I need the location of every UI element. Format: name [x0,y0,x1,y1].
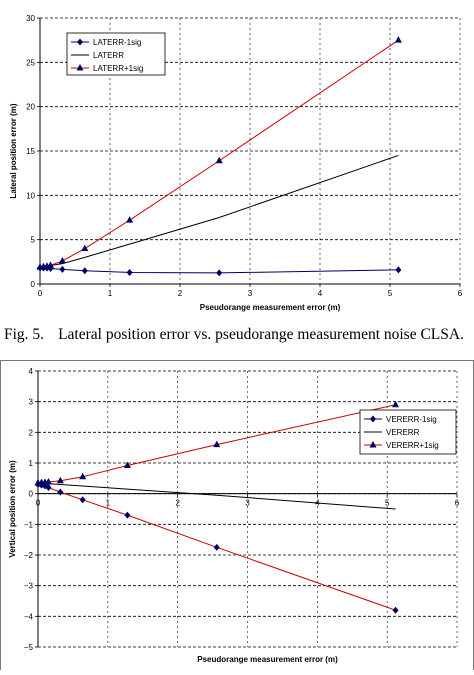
x-tick-label: 3 [245,499,250,508]
y-tick-label: 4 [29,367,34,376]
x-tick-label: 1 [106,499,111,508]
data-point [57,488,64,496]
data-point [213,440,221,448]
y-tick-label: 1 [29,459,34,468]
y-axis-label: Vertical position error (m) [8,460,17,558]
series-line-laterr [39,154,399,268]
y-tick-label: 20 [26,103,35,112]
x-tick-label: 5 [388,289,393,298]
data-point [392,400,400,408]
y-axis-label: Lateral position error (m) [9,103,18,198]
data-point [79,496,86,504]
legend-entry: VERERR+1sig [386,441,439,450]
data-point [44,478,52,485]
y-tick-label: −3 [24,582,34,591]
legend-swatch-marker [370,415,376,423]
x-tick-label: 1 [108,289,113,298]
vertical-error-chart-panel: −5 −4 −3 −2 −1 0 1 2 3 4 0 1 2 3 4 5 6 Pseudorange measur… [0,360,474,670]
y-tick-label: −4 [24,612,34,621]
lateral-error-chart-panel: 0 5 10 15 20 25 30 0 1 2 3 4 5 6 Pseudorange measureme… [0,0,474,322]
legend-entry: VERERR [386,428,420,437]
x-tick-label: 0 [36,499,41,508]
x-tick-label: 6 [455,499,460,508]
y-tick-label: −1 [24,520,34,529]
y-tick-label: 0 [29,490,34,499]
legend-swatch-marker [369,441,377,448]
data-point [47,261,54,268]
y-tick-label: −5 [24,643,34,652]
x-tick-label: 2 [175,499,180,508]
data-point [79,472,87,480]
x-tick-label: 5 [385,499,390,508]
data-point [123,461,131,468]
lateral-error-chart: 0 5 10 15 20 25 30 0 1 2 3 4 5 6 Pseudorange measureme… [9,14,463,312]
data-point [59,265,66,273]
data-point [124,511,131,519]
data-point [81,244,89,252]
data-point [392,606,399,614]
y-tick-label: −2 [24,551,34,560]
data-point [81,267,88,275]
legend-swatch-marker [77,38,83,46]
y-tick-label: 5 [31,236,36,245]
legend-entry: VERERR-1sig [386,415,437,424]
data-point [216,269,223,277]
data-point [56,476,64,484]
data-point [58,256,66,264]
series-line-vererr [37,482,396,510]
x-tick-label: 4 [318,289,323,298]
legend-entry: LATERR+1sig [93,64,143,73]
figure-caption-text: Lateral position error vs. pseudorange m… [58,326,464,343]
y-tick-label: 3 [29,398,34,407]
x-tick-label: 3 [248,289,253,298]
legend-entry: LATERR [93,51,124,60]
figure-caption-number: Fig. 5. [4,326,45,343]
x-tick-label: 2 [178,289,183,298]
data-point [213,543,220,551]
x-axis-label: Pseudorange measurement error (m) [200,303,341,312]
y-tick-label: 2 [29,428,34,437]
y-tick-label: 15 [26,147,35,156]
x-axis-label: Pseudorange measurement error (m) [197,655,338,664]
y-tick-label: 30 [26,14,35,23]
x-tick-label: 6 [458,289,463,298]
data-point [394,36,402,43]
data-point [126,268,133,276]
y-tick-label: 0 [31,280,36,289]
data-point [215,156,223,164]
legend-swatch-marker [76,64,84,71]
x-tick-label: 0 [38,289,43,298]
legend-entry: LATERR-1sig [93,38,141,47]
data-point [45,484,52,492]
y-tick-label: 25 [26,58,35,67]
data-point [126,216,134,223]
figure-caption: Fig. 5. Lateral position error vs. pseudo… [4,326,470,344]
data-point [395,266,402,274]
y-tick-label: 10 [26,191,35,200]
